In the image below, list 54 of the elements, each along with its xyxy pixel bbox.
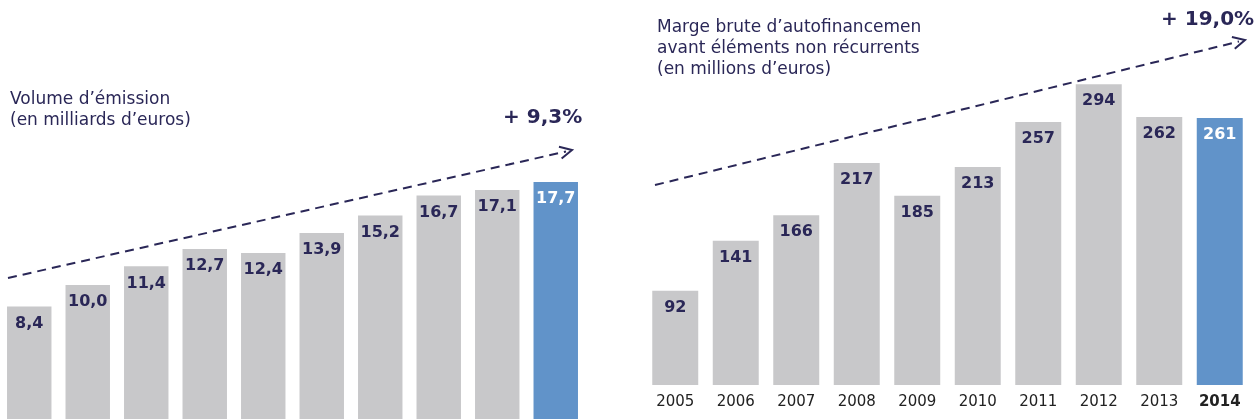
bar	[241, 252, 286, 419]
bar	[954, 167, 1001, 385]
data-label: 213	[961, 173, 995, 193]
data-label: 217	[840, 169, 874, 189]
data-label: 12,4	[243, 259, 283, 279]
data-label: 92	[664, 297, 687, 317]
data-label: 166	[779, 221, 813, 241]
data-label: 8,4	[15, 312, 44, 332]
data-label: 16,7	[419, 201, 459, 221]
bar	[124, 266, 169, 419]
bar	[7, 306, 52, 419]
x-tick-label: 2005	[656, 391, 695, 410]
data-label: 257	[1021, 128, 1055, 148]
bar	[773, 215, 820, 385]
data-label: 10,0	[68, 291, 108, 311]
data-label: 261	[1203, 124, 1237, 144]
bar	[712, 240, 759, 385]
bar	[1075, 84, 1122, 385]
bar	[652, 290, 699, 385]
data-label: 11,4	[126, 272, 166, 292]
chart-title: Marge brute d’autofinancemen avant éléments non récurrents (en millions d’euros)	[657, 16, 922, 79]
text: + 9,3%	[503, 104, 583, 128]
bar	[1196, 117, 1243, 385]
bar	[833, 162, 880, 385]
x-tick-label: 2012	[1079, 391, 1118, 410]
chart-title: Volume d’émission (en milliards d’euros)	[10, 88, 191, 130]
bar	[416, 195, 461, 419]
bar	[299, 232, 344, 419]
bar	[65, 285, 110, 419]
data-label: 15,2	[360, 221, 400, 241]
x-tick-label: 2007	[777, 391, 816, 410]
data-label: 185	[900, 201, 934, 221]
x-tick-label: 2006	[716, 391, 755, 410]
x-tick-label: 2011	[1019, 391, 1058, 410]
data-label: 141	[719, 246, 753, 266]
bar	[1015, 122, 1062, 385]
x-tick-label: 2009	[898, 391, 937, 410]
text: + 19,0%	[1161, 6, 1255, 30]
bar	[475, 190, 520, 419]
data-label: 262	[1142, 123, 1176, 143]
bar	[182, 248, 227, 419]
bar	[533, 182, 578, 419]
bar	[1136, 116, 1183, 385]
x-tick-label: 2014	[1198, 391, 1241, 410]
x-tick-label: 2008	[837, 391, 876, 410]
data-label: 13,9	[302, 239, 342, 259]
x-tick-label: 2010	[958, 391, 997, 410]
bar	[894, 195, 941, 385]
bar	[358, 215, 403, 419]
data-label: 12,7	[185, 255, 225, 275]
data-label: 17,1	[477, 196, 517, 216]
data-label: 294	[1082, 90, 1116, 110]
x-tick-label: 2013	[1140, 391, 1179, 410]
data-label: 17,7	[536, 188, 576, 208]
